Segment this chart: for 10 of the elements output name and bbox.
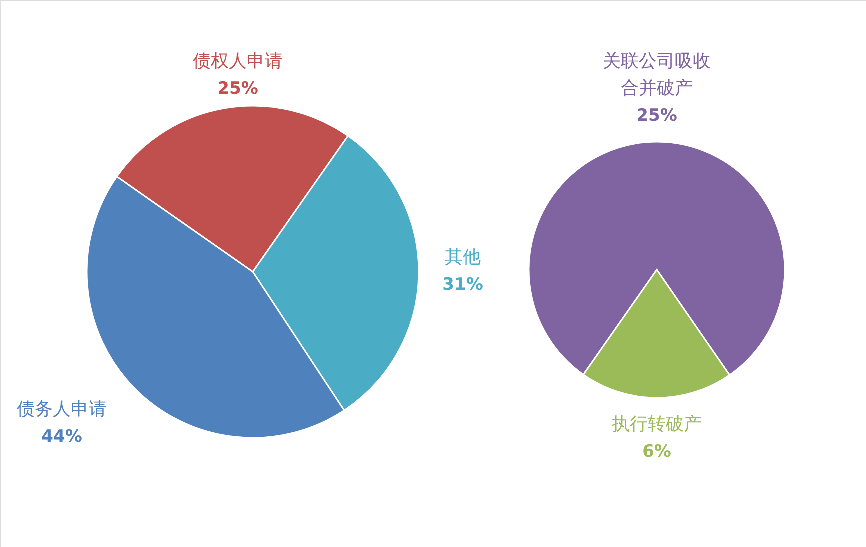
data-label: 6%	[642, 442, 672, 462]
data-label: 25%	[218, 79, 258, 99]
slice-label: 关联公司吸收合并破产	[603, 51, 711, 99]
slice-label: 债务人申请	[17, 399, 107, 420]
slice-label: 其他	[445, 247, 481, 268]
slice-label: 执行转破产	[612, 414, 702, 435]
slice-label: 债权人申请	[193, 51, 283, 72]
data-label: 31%	[442, 275, 484, 295]
data-label: 25%	[636, 106, 678, 126]
data-label: 44%	[42, 427, 82, 447]
